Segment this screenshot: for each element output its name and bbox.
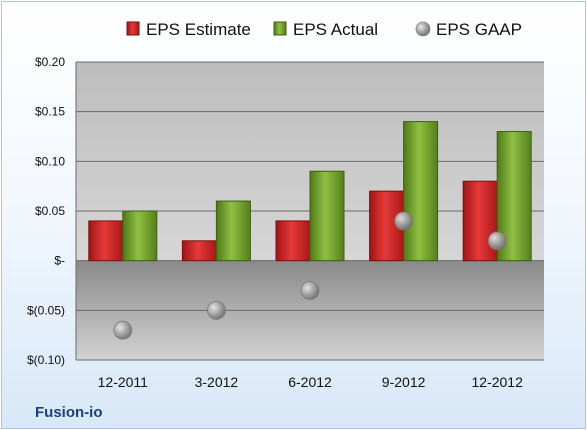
legend: EPS Estimate EPS Actual EPS GAAP [126, 20, 522, 39]
x-category-label: 3-2012 [195, 374, 239, 390]
y-tick-label: $0.05 [35, 204, 65, 218]
x-category-label: 9-2012 [382, 374, 426, 390]
x-category-label: 12-2012 [472, 374, 524, 390]
company-name: Fusion-io [35, 404, 103, 421]
x-category-label: 12-2011 [98, 374, 149, 390]
bar-eps-actual [496, 131, 532, 262]
y-tick-label: $0.10 [35, 154, 65, 168]
point-eps-gaap [300, 281, 320, 300]
legend-label: EPS GAAP [436, 20, 522, 39]
bar-eps-actual [403, 121, 439, 262]
legend-swatch-gaap [415, 21, 431, 37]
plot-area: $0.20 $0.15 $0.10 $0.05 $- $(0.05) $(0.10) 12-2… [27, 55, 544, 390]
y-tick-label: $(0.10) [27, 353, 65, 367]
y-tick-label: $(0.05) [27, 303, 65, 317]
bar-eps-estimate [181, 240, 217, 262]
bar-eps-estimate [275, 220, 311, 262]
x-category-label: 6-2012 [288, 374, 332, 390]
y-tick-label: $0.20 [35, 55, 65, 69]
legend-swatch-estimate [126, 21, 140, 36]
y-tick-label: $0.15 [35, 105, 65, 119]
bar-eps-actual [215, 200, 251, 262]
bar-eps-actual [122, 210, 158, 262]
legend-swatch-actual [273, 21, 287, 36]
point-eps-gaap [113, 320, 133, 340]
point-eps-gaap [487, 231, 507, 251]
legend-label: EPS Estimate [146, 20, 251, 39]
bar-eps-estimate [88, 220, 124, 262]
bar-eps-estimate [462, 180, 498, 262]
legend-label: EPS Actual [293, 20, 378, 39]
point-eps-gaap [206, 300, 226, 320]
bar-eps-actual [309, 170, 345, 262]
y-tick-label: $- [54, 254, 65, 268]
point-eps-gaap [394, 211, 414, 231]
